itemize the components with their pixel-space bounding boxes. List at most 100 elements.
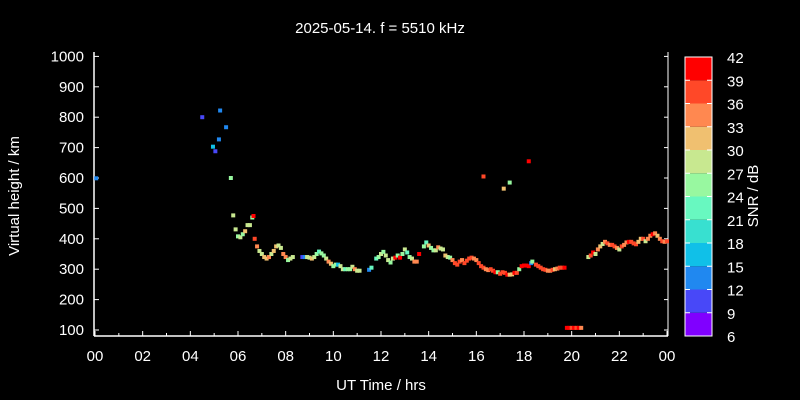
data-point: [576, 325, 581, 330]
x-tick-label: 00: [87, 348, 104, 365]
data-point: [424, 240, 429, 245]
y-axis-label: Virtual height / km: [6, 136, 23, 256]
data-point: [445, 255, 450, 260]
data-point: [550, 267, 555, 272]
data-point: [350, 264, 355, 269]
data-point: [407, 255, 412, 260]
data-point: [236, 234, 240, 239]
colorbar-band: [685, 150, 712, 174]
data-point: [348, 267, 353, 272]
data-point: [300, 255, 305, 260]
data-point: [276, 243, 281, 248]
data-point: [650, 232, 655, 237]
data-point: [593, 252, 598, 256]
data-point: [653, 231, 658, 236]
data-point: [400, 252, 405, 256]
data-point: [402, 247, 407, 252]
data-point: [233, 227, 238, 232]
data-point: [331, 264, 336, 269]
data-point: [307, 255, 312, 260]
data-point: [450, 258, 455, 263]
data-point: [603, 239, 608, 244]
colorbar-band: [685, 243, 712, 267]
data-point: [336, 262, 341, 267]
data-point: [338, 264, 343, 269]
data-point: [455, 262, 460, 267]
data-point: [319, 251, 324, 256]
data-point: [512, 270, 517, 275]
data-point: [328, 261, 333, 266]
colorbar-tick-label: 30: [727, 143, 744, 160]
data-point: [343, 267, 348, 272]
data-point: [493, 270, 498, 275]
data-point: [243, 229, 248, 234]
data-point: [251, 214, 256, 218]
data-point: [598, 244, 603, 249]
data-point: [501, 186, 506, 191]
colorbar-tick-label: 33: [727, 120, 744, 137]
data-point: [317, 249, 322, 254]
data-point: [586, 255, 591, 260]
x-tick-label: 02: [134, 348, 151, 365]
data-point: [510, 272, 515, 277]
data-point: [545, 268, 550, 273]
data-point: [605, 241, 610, 246]
data-point: [564, 325, 569, 330]
data-point: [369, 265, 374, 270]
data-point: [305, 255, 310, 260]
colorbar-label: SNR / dB: [745, 165, 762, 228]
data-point: [431, 248, 436, 253]
data-point: [433, 248, 438, 253]
data-point: [352, 267, 357, 272]
colorbar-tick-label: 9: [727, 306, 735, 323]
y-tick-label: 700: [59, 140, 84, 157]
colorbar-band: [685, 219, 712, 243]
colorbar: 6 9 12 15 18 21 24 27 30 33 36 39 42: [684, 50, 744, 346]
x-tick-label: 10: [325, 348, 342, 365]
colorbar-tick-label: 6: [727, 329, 735, 346]
data-point: [634, 242, 639, 247]
data-point: [452, 261, 457, 266]
data-point: [557, 265, 562, 270]
data-point: [286, 258, 291, 263]
data-point: [638, 236, 643, 241]
data-point: [500, 270, 505, 275]
data-point: [398, 255, 403, 260]
data-point: [579, 325, 584, 330]
colorbar-band: [685, 80, 712, 104]
data-point: [383, 253, 388, 258]
data-point: [507, 180, 512, 185]
data-point: [357, 268, 362, 273]
data-point: [312, 255, 317, 260]
data-point: [412, 259, 417, 264]
data-point: [374, 256, 379, 261]
x-tick-label: 18: [516, 348, 533, 365]
data-point: [379, 252, 383, 256]
colorbar-tick-label: 15: [727, 259, 744, 276]
data-point: [213, 149, 218, 154]
data-point: [457, 259, 462, 264]
data-point: [290, 255, 295, 260]
data-point: [376, 255, 381, 260]
y-tick-label: 800: [59, 109, 84, 126]
x-tick-label: 08: [277, 348, 294, 365]
data-point: [588, 253, 593, 258]
data-point: [631, 241, 636, 246]
data-point: [224, 125, 229, 130]
data-point: [405, 250, 410, 255]
data-point: [266, 255, 271, 260]
data-point: [476, 261, 481, 266]
data-point: [648, 233, 653, 238]
data-point: [488, 267, 493, 272]
colorbar-border: [684, 56, 713, 337]
y-tick-label: 1000: [51, 48, 84, 65]
data-point: [572, 325, 577, 330]
colorbar-band: [685, 57, 712, 81]
x-tick-label: 14: [420, 348, 437, 365]
data-point: [216, 137, 221, 142]
data-point: [388, 260, 393, 265]
x-tick-label: 22: [611, 348, 628, 365]
data-point: [417, 252, 422, 256]
data-point: [395, 253, 400, 258]
data-point: [471, 256, 476, 261]
